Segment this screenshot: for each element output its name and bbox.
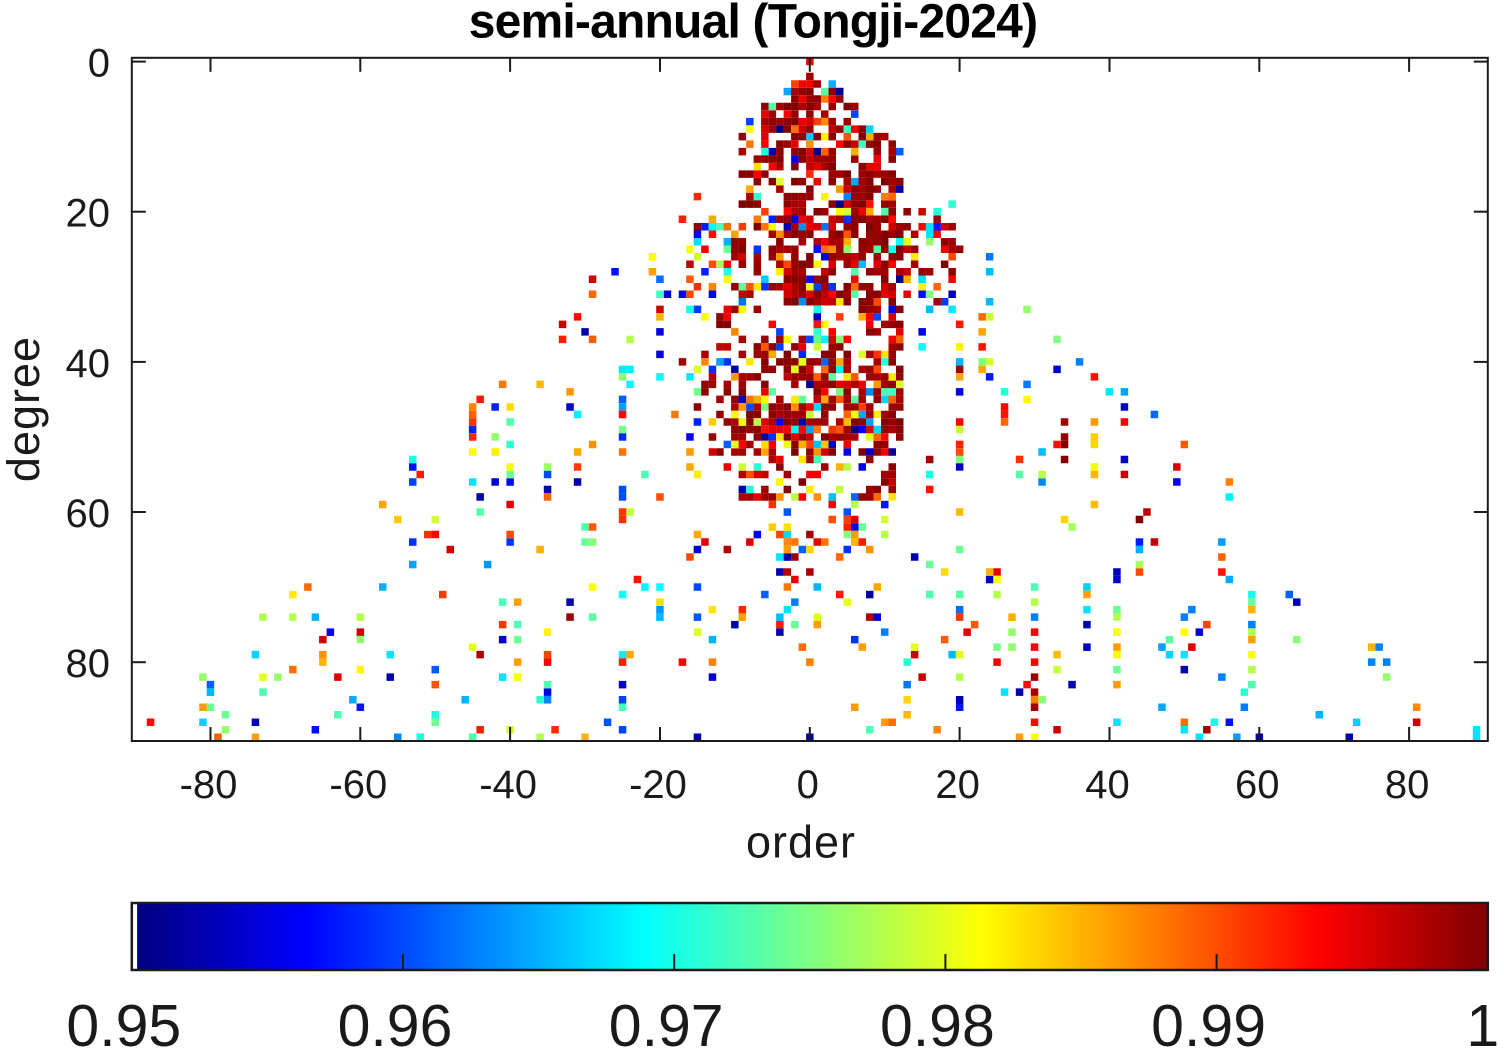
svg-text:40: 40 [1085, 763, 1130, 807]
svg-text:order: order [746, 817, 856, 868]
svg-text:60: 60 [66, 492, 111, 536]
svg-text:degree: degree [0, 336, 49, 482]
svg-text:20: 20 [935, 763, 980, 807]
svg-text:0.99: 0.99 [1151, 993, 1266, 1050]
svg-text:0.97: 0.97 [609, 993, 724, 1050]
svg-text:-20: -20 [629, 763, 687, 807]
svg-text:semi-annual (Tongji-2024): semi-annual (Tongji-2024) [469, 0, 1038, 49]
svg-text:-80: -80 [180, 763, 238, 807]
svg-text:-40: -40 [479, 763, 537, 807]
svg-text:-60: -60 [329, 763, 387, 807]
svg-text:60: 60 [1235, 763, 1280, 807]
svg-text:80: 80 [1385, 763, 1430, 807]
svg-text:0.95: 0.95 [66, 993, 181, 1050]
svg-text:40: 40 [66, 342, 111, 386]
svg-text:20: 20 [66, 192, 111, 236]
svg-text:0: 0 [88, 42, 110, 86]
svg-text:1: 1 [1466, 993, 1499, 1050]
svg-text:0.98: 0.98 [880, 993, 995, 1050]
svg-text:0.96: 0.96 [338, 993, 453, 1050]
svg-text:80: 80 [66, 642, 111, 686]
svg-text:0: 0 [797, 763, 819, 807]
